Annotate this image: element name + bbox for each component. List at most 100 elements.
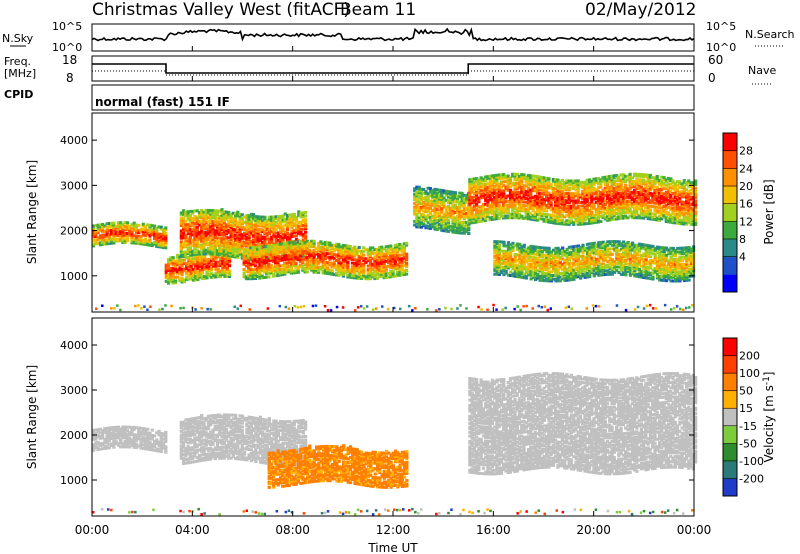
heatmap-cell [204,210,208,214]
heatmap-cell [180,264,184,268]
heatmap-cell [215,209,220,213]
heatmap-cell [227,230,231,234]
heatmap-cell [238,227,242,231]
heatmap-cell [231,237,235,240]
heatmap-cell [121,239,125,243]
heatmap-cell [184,252,188,256]
heatmap-cell [243,215,247,219]
heatmap-cell [148,225,152,229]
heatmap-cell [206,216,211,220]
heatmap-cell [173,261,177,265]
heatmap-cell [218,220,222,224]
heatmap-cell [132,241,136,245]
heatmap-cell [236,223,240,227]
heatmap-cell [245,241,249,245]
heatmap-cell [195,241,199,245]
heatmap-cell [240,216,244,220]
heatmap-cell [107,223,111,227]
heatmap-cell [229,224,233,227]
heatmap-cell [194,278,198,282]
heatmap-cell [103,235,107,239]
heatmap-cell [218,247,222,251]
heatmap-cell [467,232,471,235]
heatmap-cell [287,241,291,245]
heatmap-cell [243,220,247,224]
heatmap-cell [134,239,139,243]
heatmap-cell [169,279,173,283]
heatmap-cell [146,228,150,232]
heatmap-cell [178,260,182,264]
heatmap-cell [200,239,204,243]
heatmap-cell [222,228,226,232]
heatmap-cell [213,245,217,249]
heatmap-cell [216,269,220,273]
heatmap-cell [215,229,220,233]
heatmap-cell [157,236,161,240]
heatmap-cell [247,239,251,243]
heatmap-cell [304,234,308,238]
heatmap-cell [134,227,139,231]
heatmap-cell [180,260,184,264]
heatmap-cell [220,249,224,253]
heatmap-cell [245,228,249,232]
heatmap-cell [110,223,114,227]
heatmap-cell [206,246,211,250]
heatmap-cell [221,267,225,271]
heatmap-cell [123,224,127,228]
heatmap-cell [231,251,235,255]
heatmap-cell [236,210,240,214]
heatmap-cell [247,236,251,239]
heatmap-cell [171,268,175,272]
heatmap-cell [130,232,134,236]
heatmap-cell [212,259,216,263]
heatmap-cell [143,230,148,234]
heatmap-cell [186,246,190,250]
heatmap-cell [209,225,213,229]
heatmap-cell [184,225,188,229]
heatmap-cell [182,232,186,236]
heatmap-cell [159,245,163,249]
heatmap-cell [153,231,157,235]
heatmap-cell [200,245,204,249]
heatmap-cell [215,220,220,224]
heatmap-cell [202,239,206,243]
heatmap-cell [101,226,105,230]
heatmap-cell [231,220,235,224]
heatmap-cell [182,280,186,284]
heatmap-cell [245,214,249,217]
heatmap-cell [209,209,213,212]
heatmap-cell [211,216,215,220]
heatmap-cell [101,233,105,237]
heatmap-cell [189,264,193,268]
heatmap-cell [164,237,168,241]
heatmap-cell [222,250,226,254]
heatmap-cell [179,234,183,238]
heatmap-cell [130,223,134,227]
heatmap-cell [214,255,218,259]
heatmap-cell [204,221,208,225]
heatmap-cell [196,263,200,267]
heatmap-cell [164,240,168,244]
heatmap-cell [224,250,229,254]
heatmap-cell [103,242,107,246]
heatmap-cell [134,234,139,238]
heatmap-cell [92,233,96,237]
heatmap-cell [236,234,240,238]
heatmap-cell [211,227,215,231]
heatmap-cell [171,276,175,279]
heatmap-cell [134,225,139,229]
heatmap-cell [207,274,211,278]
heatmap-cell [182,209,186,213]
heatmap-cell [236,221,240,225]
heatmap-cell [346,260,350,264]
heatmap-cell [179,213,183,217]
heatmap-cell [245,250,249,254]
heatmap-cell [143,224,148,228]
heatmap-cell [114,239,118,243]
heatmap-cell [225,267,229,271]
heatmap-cell [222,253,226,257]
heatmap-cell [94,235,98,238]
heatmap-cell [194,262,198,265]
heatmap-cell [116,230,120,234]
